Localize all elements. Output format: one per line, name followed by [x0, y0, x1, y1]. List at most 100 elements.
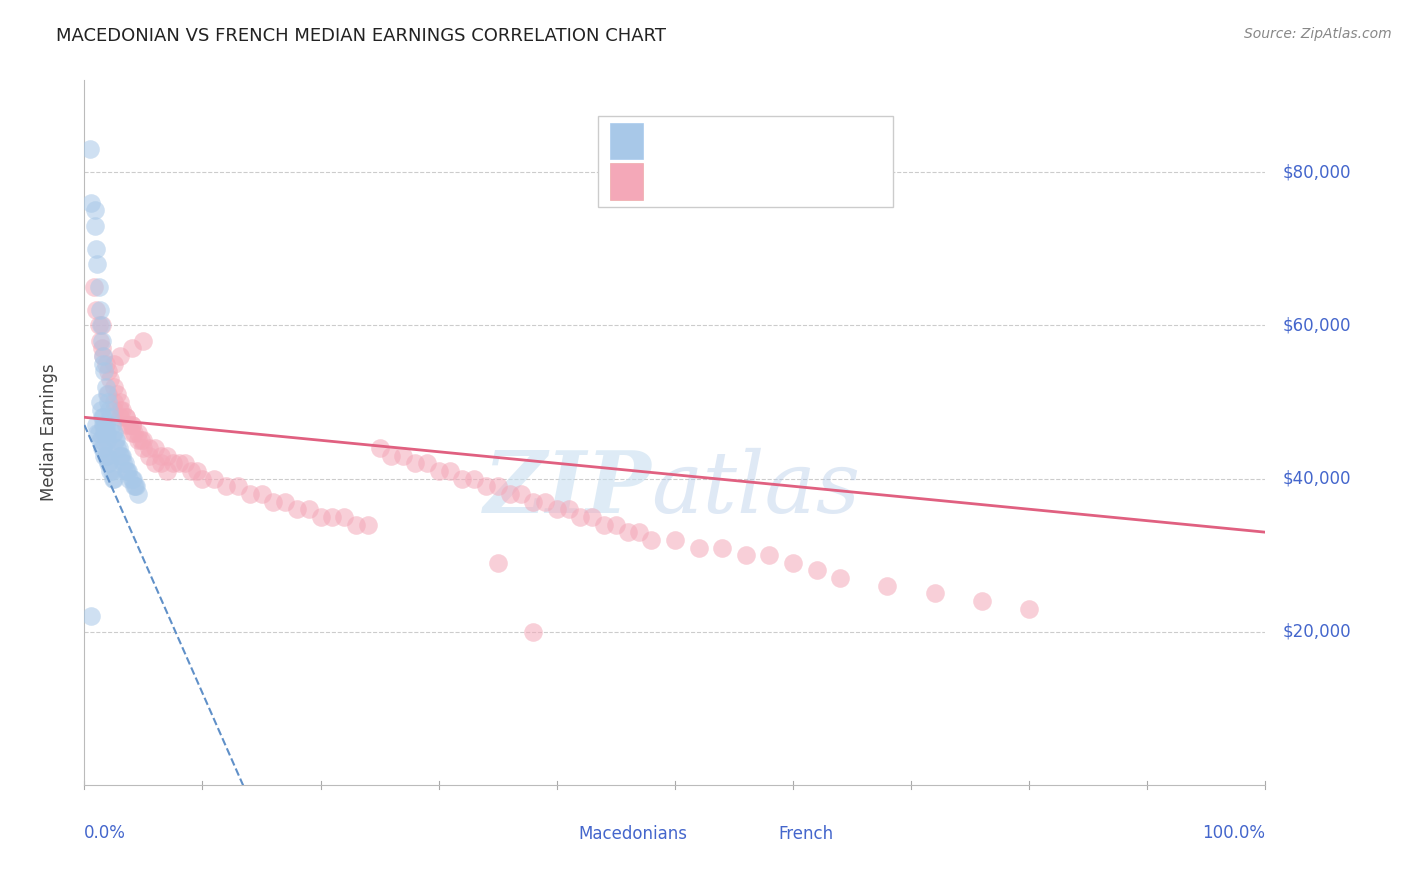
Point: [486, 556, 509, 570]
Point: [103, 472, 125, 486]
FancyBboxPatch shape: [610, 163, 643, 200]
Point: [239, 487, 262, 501]
Point: [91, 349, 114, 363]
Point: [167, 456, 190, 470]
Point: [90, 434, 112, 448]
Point: [103, 379, 125, 393]
Point: [226, 479, 249, 493]
Point: [98, 456, 121, 470]
Point: [546, 502, 568, 516]
Point: [274, 494, 297, 508]
FancyBboxPatch shape: [734, 822, 769, 847]
Point: [91, 357, 114, 371]
Point: [96, 449, 118, 463]
Point: [357, 517, 380, 532]
Point: [616, 525, 638, 540]
Point: [114, 417, 136, 432]
Point: [111, 449, 134, 463]
Point: [103, 425, 125, 440]
Point: [333, 509, 356, 524]
Point: [97, 364, 120, 378]
Point: [380, 449, 402, 463]
Point: [105, 434, 128, 448]
Point: [104, 434, 127, 448]
Point: [498, 487, 520, 501]
Point: [439, 464, 461, 478]
Text: -0.398: -0.398: [704, 172, 763, 191]
Point: [510, 487, 533, 501]
Point: [321, 509, 343, 524]
Point: [115, 464, 138, 478]
Point: [94, 449, 117, 463]
Point: [127, 487, 149, 501]
Point: [108, 402, 131, 417]
Point: [87, 280, 110, 294]
Text: -0.154: -0.154: [704, 132, 763, 150]
Point: [84, 219, 107, 233]
Point: [806, 564, 828, 578]
Point: [91, 410, 114, 425]
Point: [80, 195, 103, 210]
Point: [91, 441, 114, 455]
Point: [89, 395, 111, 409]
Point: [118, 472, 141, 486]
Point: [114, 410, 136, 425]
Point: [191, 472, 214, 486]
Point: [114, 456, 136, 470]
Point: [90, 402, 112, 417]
Point: [1018, 601, 1040, 615]
Point: [103, 395, 125, 409]
Point: [98, 464, 121, 478]
Point: [924, 586, 946, 600]
Point: [522, 624, 544, 639]
Point: [463, 472, 485, 486]
Point: [98, 402, 121, 417]
Point: [107, 441, 129, 455]
Point: [89, 434, 111, 448]
FancyBboxPatch shape: [533, 822, 568, 847]
Text: atlas: atlas: [651, 448, 860, 531]
Point: [89, 303, 111, 318]
Point: [122, 479, 145, 493]
Point: [162, 456, 184, 470]
Point: [87, 318, 110, 333]
Point: [664, 533, 686, 547]
Point: [486, 479, 509, 493]
Point: [121, 425, 143, 440]
Point: [640, 533, 662, 547]
Point: [309, 509, 332, 524]
Point: [93, 417, 115, 432]
Point: [108, 410, 131, 425]
Point: [86, 257, 108, 271]
Point: [114, 464, 136, 478]
Point: [298, 502, 321, 516]
Point: [173, 456, 195, 470]
Point: [628, 525, 651, 540]
Point: [118, 417, 141, 432]
Point: [80, 609, 103, 624]
Point: [94, 379, 117, 393]
Point: [758, 548, 780, 562]
Point: [103, 402, 125, 417]
Text: 0.0%: 0.0%: [84, 823, 127, 842]
Point: [93, 425, 115, 440]
Point: [711, 541, 734, 555]
Point: [107, 387, 129, 401]
Point: [262, 494, 284, 508]
Point: [127, 425, 149, 440]
Point: [108, 349, 131, 363]
Point: [98, 410, 121, 425]
Point: [87, 425, 110, 440]
Point: [90, 318, 112, 333]
Point: [91, 334, 114, 348]
Point: [605, 517, 627, 532]
Point: [344, 517, 367, 532]
Point: [143, 456, 166, 470]
Point: [427, 464, 450, 478]
Point: [122, 425, 145, 440]
Point: [91, 441, 114, 455]
Point: [93, 364, 115, 378]
Point: [96, 434, 118, 448]
Point: [156, 449, 179, 463]
Point: [97, 395, 120, 409]
